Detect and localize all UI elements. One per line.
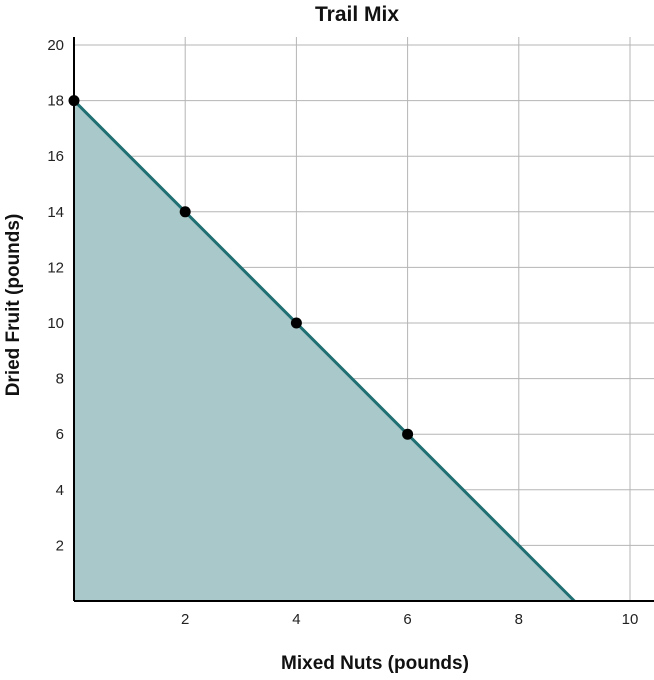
y-tick-6: 6 (56, 426, 64, 443)
y-tick-12: 12 (47, 259, 64, 276)
x-tick-8: 8 (515, 611, 523, 628)
x-axis-label: Mixed Nuts (pounds) (281, 653, 469, 674)
y-tick-16: 16 (47, 148, 64, 165)
data-point-1 (179, 206, 191, 218)
x-tick-10: 10 (622, 611, 639, 628)
y-tick-8: 8 (56, 371, 64, 388)
chart-title: Trail Mix (315, 3, 399, 26)
data-points (68, 95, 414, 440)
x-tick-2: 2 (181, 611, 189, 628)
y-tick-4: 4 (56, 482, 64, 499)
data-point-2 (290, 317, 302, 329)
y-tick-20: 20 (47, 37, 64, 54)
y-axis-label: Dried Fruit (pounds) (3, 214, 24, 397)
x-tick-labels: 2 4 6 8 10 (181, 611, 638, 628)
x-tick-4: 4 (292, 611, 300, 628)
y-tick-2: 2 (56, 537, 64, 554)
x-tick-6: 6 (403, 611, 411, 628)
data-point-3 (402, 428, 414, 440)
y-tick-10: 10 (47, 315, 64, 332)
boundary-line (72, 99, 576, 603)
y-tick-14: 14 (47, 204, 64, 221)
y-tick-labels: 2 4 6 8 10 12 14 16 18 20 (47, 37, 64, 554)
y-tick-18: 18 (47, 93, 64, 110)
data-point-0 (68, 95, 80, 107)
